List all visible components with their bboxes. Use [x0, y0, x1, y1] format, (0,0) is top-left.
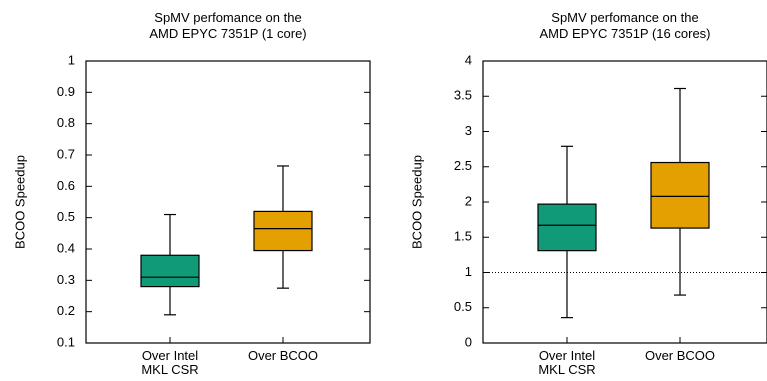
- y-tick-label: 0.8: [57, 115, 75, 130]
- y-tick-label: 0.7: [57, 146, 75, 161]
- y-tick-label: 0.2: [57, 303, 75, 318]
- y-tick-label: 0.9: [57, 84, 75, 99]
- chart-title-line: AMD EPYC 7351P (16 cores): [540, 26, 711, 41]
- box-iqr: [537, 203, 597, 252]
- x-tick-label: Over Intel: [539, 348, 595, 363]
- chart-title-line: SpMV perfomance on the: [551, 10, 698, 25]
- chart-title-line: AMD EPYC 7351P (1 core): [149, 26, 306, 41]
- box-iqr: [650, 161, 710, 229]
- y-tick-label: 1.5: [454, 229, 472, 244]
- y-tick-label: 3.5: [454, 88, 472, 103]
- y-tick-label: 4: [465, 52, 472, 67]
- y-tick-label: 0.4: [57, 240, 75, 255]
- box-iqr: [140, 254, 200, 288]
- box-iqr: [253, 210, 313, 252]
- y-tick-label: 0.3: [57, 272, 75, 287]
- y-tick-label: 1: [465, 264, 472, 279]
- x-tick-label: MKL CSR: [538, 362, 595, 377]
- y-tick-label: 0.6: [57, 178, 75, 193]
- x-tick-label: Over BCOO: [645, 348, 715, 363]
- y-tick-label: 2: [465, 193, 472, 208]
- y-tick-label: 0: [465, 334, 472, 349]
- chart-title-line: SpMV perfomance on the: [154, 10, 301, 25]
- y-axis-label: BCOO Speedup: [12, 155, 27, 249]
- y-tick-label: 0.1: [57, 334, 75, 349]
- y-tick-label: 2.5: [454, 158, 472, 173]
- y-tick-label: 3: [465, 123, 472, 138]
- plot-frame: [482, 60, 767, 344]
- plot-frame: [85, 60, 371, 344]
- x-tick-label: Over Intel: [142, 348, 198, 363]
- y-tick-label: 0.5: [57, 209, 75, 224]
- x-tick-label: MKL CSR: [141, 362, 198, 377]
- y-tick-label: 1: [68, 52, 75, 67]
- y-axis-label: BCOO Speedup: [409, 155, 424, 249]
- x-tick-label: Over BCOO: [248, 348, 318, 363]
- y-tick-label: 0.5: [454, 299, 472, 314]
